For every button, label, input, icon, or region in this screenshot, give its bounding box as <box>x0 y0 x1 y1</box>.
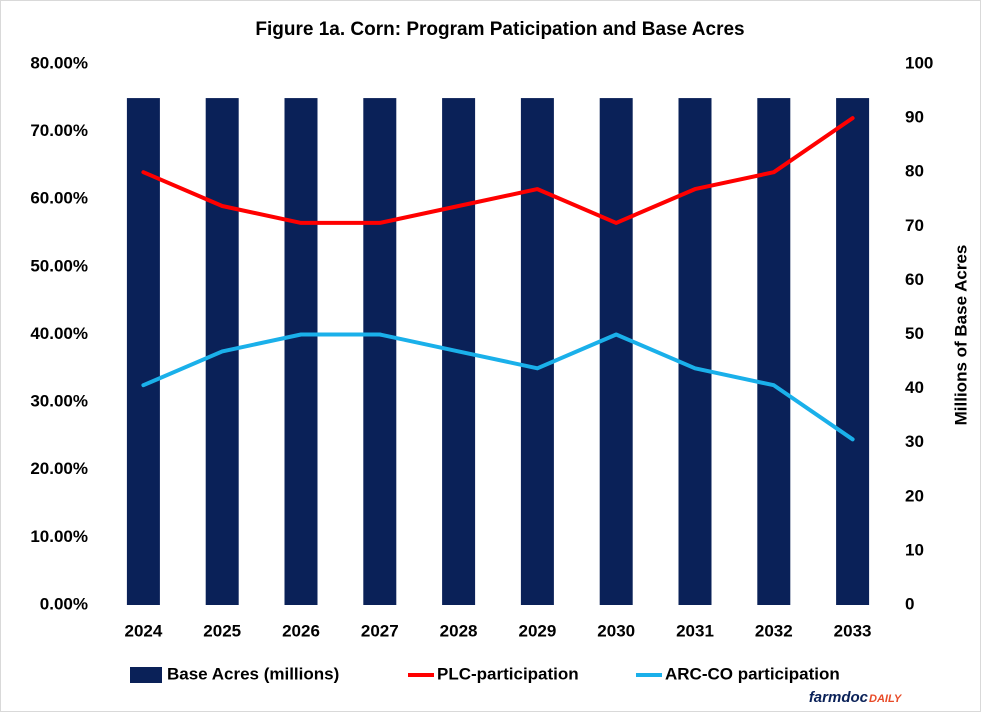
y-tick-label: 30.00% <box>30 392 88 411</box>
y2-tick-label: 70 <box>905 216 924 235</box>
x-tick-label: 2030 <box>597 621 635 640</box>
y-tick-label: 40.00% <box>30 324 88 343</box>
bar <box>126 98 160 605</box>
brand-suffix: DAILY <box>869 693 903 705</box>
bar <box>284 98 318 605</box>
y-tick-label: 10.00% <box>30 527 88 546</box>
x-tick-label: 2029 <box>518 621 556 640</box>
y2-tick-label: 20 <box>905 486 924 505</box>
x-tick-label: 2031 <box>676 621 714 640</box>
y2-tick-label: 90 <box>905 108 924 127</box>
chart-title: Figure 1a. Corn: Program Paticipation an… <box>255 19 744 40</box>
legend-label: ARC-CO participation <box>665 664 840 683</box>
line <box>141 116 855 225</box>
y2-axis-label: Millions of Base Acres <box>951 245 970 426</box>
x-tick-label: 2024 <box>124 621 162 640</box>
x-tick-label: 2027 <box>361 621 399 640</box>
y2-tick-label: 80 <box>905 162 924 181</box>
x-tick-label: 2025 <box>203 621 241 640</box>
y2-tick-label: 60 <box>905 270 924 289</box>
legend-label: PLC-participation <box>437 664 579 683</box>
y-tick-label: 60.00% <box>30 189 88 208</box>
y2-tick-label: 40 <box>905 378 924 397</box>
bar <box>836 98 870 605</box>
legend-swatch <box>130 667 162 683</box>
x-tick-label: 2032 <box>755 621 793 640</box>
bar <box>363 98 397 605</box>
x-tick-label: 2033 <box>834 621 872 640</box>
line <box>141 332 855 442</box>
x-tick-label: 2026 <box>282 621 320 640</box>
bar <box>678 98 712 605</box>
y-tick-label: 70.00% <box>30 121 88 140</box>
y2-tick-label: 50 <box>905 324 924 343</box>
y-tick-label: 50.00% <box>30 256 88 275</box>
legend-label: Base Acres (millions) <box>167 664 339 683</box>
y-tick-label: 80.00% <box>30 53 88 72</box>
y2-tick-label: 30 <box>905 432 924 451</box>
brand: farmdoc <box>809 689 869 706</box>
y2-tick-label: 0 <box>905 594 914 613</box>
bar <box>599 98 633 605</box>
y-tick-label: 0.00% <box>40 594 88 613</box>
bar <box>520 98 554 605</box>
bar <box>757 98 791 605</box>
y2-tick-label: 100 <box>905 53 933 72</box>
y-tick-label: 20.00% <box>30 459 88 478</box>
x-tick-label: 2028 <box>440 621 478 640</box>
y2-tick-label: 10 <box>905 540 924 559</box>
